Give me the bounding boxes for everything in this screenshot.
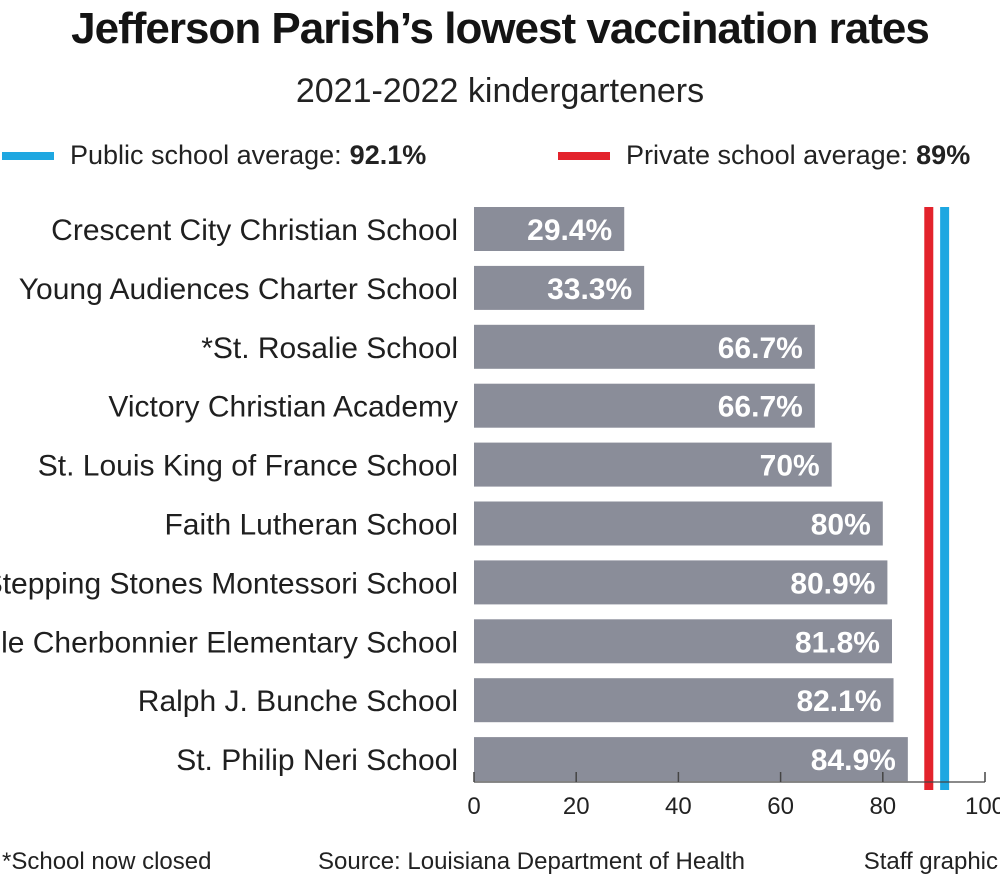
- category-label: Stepping Stones Montessori School: [0, 567, 458, 600]
- legend-private-label: Private school average:: [626, 140, 909, 170]
- x-tick-label: 20: [563, 793, 590, 820]
- bar: [474, 560, 888, 605]
- bar: [474, 619, 892, 664]
- bar-value-label: 66.7%: [718, 332, 803, 365]
- bar: [474, 265, 645, 310]
- bar: [474, 501, 883, 546]
- bar-value-label: 81.8%: [795, 626, 880, 659]
- legend-private-average: Private school average: 89%: [558, 140, 970, 171]
- x-tick-label: 40: [665, 793, 692, 820]
- x-tick-label: 0: [467, 793, 480, 820]
- chart-title: Jefferson Parish’s lowest vaccination ra…: [71, 4, 930, 53]
- legend-private-swatch: [558, 151, 610, 160]
- category-label: Victory Christian Academy: [108, 391, 458, 424]
- bar: [474, 678, 894, 723]
- category-label: Lucille Cherbonnier Elementary School: [0, 626, 458, 659]
- x-tick-label: 80: [869, 793, 896, 820]
- bar: [474, 442, 832, 487]
- bar-value-label: 82.1%: [796, 685, 881, 718]
- category-label: Young Audiences Charter School: [19, 273, 458, 306]
- bar: [474, 324, 815, 369]
- category-label: Crescent City Christian School: [51, 214, 458, 247]
- bar-value-label: 29.4%: [527, 214, 612, 247]
- legend-private-value: 89%: [916, 140, 971, 170]
- category-label: Faith Lutheran School: [164, 509, 458, 542]
- bar: [474, 737, 908, 782]
- bar-value-label: 84.9%: [811, 744, 896, 777]
- category-label: *St. Rosalie School: [201, 332, 458, 365]
- legend-public-average: Public school average: 92.1%: [2, 140, 426, 171]
- bar-value-label: 66.7%: [718, 391, 803, 424]
- bar-value-label: 80%: [811, 509, 871, 542]
- credit-note: Staff graphic: [863, 848, 998, 875]
- legend-public-value: 92.1%: [349, 140, 427, 170]
- legend-public-label: Public school average:: [70, 140, 342, 170]
- bar: [474, 383, 815, 428]
- bar: [474, 207, 625, 251]
- category-label: Ralph J. Bunche School: [138, 685, 458, 718]
- bar-value-label: 70%: [760, 450, 820, 483]
- source-note: Source: Louisiana Department of Health: [318, 848, 745, 875]
- bar-value-label: 33.3%: [547, 273, 632, 306]
- category-label: St. Philip Neri School: [176, 744, 458, 777]
- chart-subtitle: 2021-2022 kindergarteners: [295, 72, 705, 110]
- x-tick-label: 60: [767, 793, 794, 820]
- x-tick-label: 100: [965, 793, 1000, 820]
- footnote: *School now closed: [2, 848, 212, 875]
- category-label: St. Louis King of France School: [38, 450, 458, 483]
- legend-public-swatch: [2, 151, 54, 160]
- bar-value-label: 80.9%: [790, 567, 875, 600]
